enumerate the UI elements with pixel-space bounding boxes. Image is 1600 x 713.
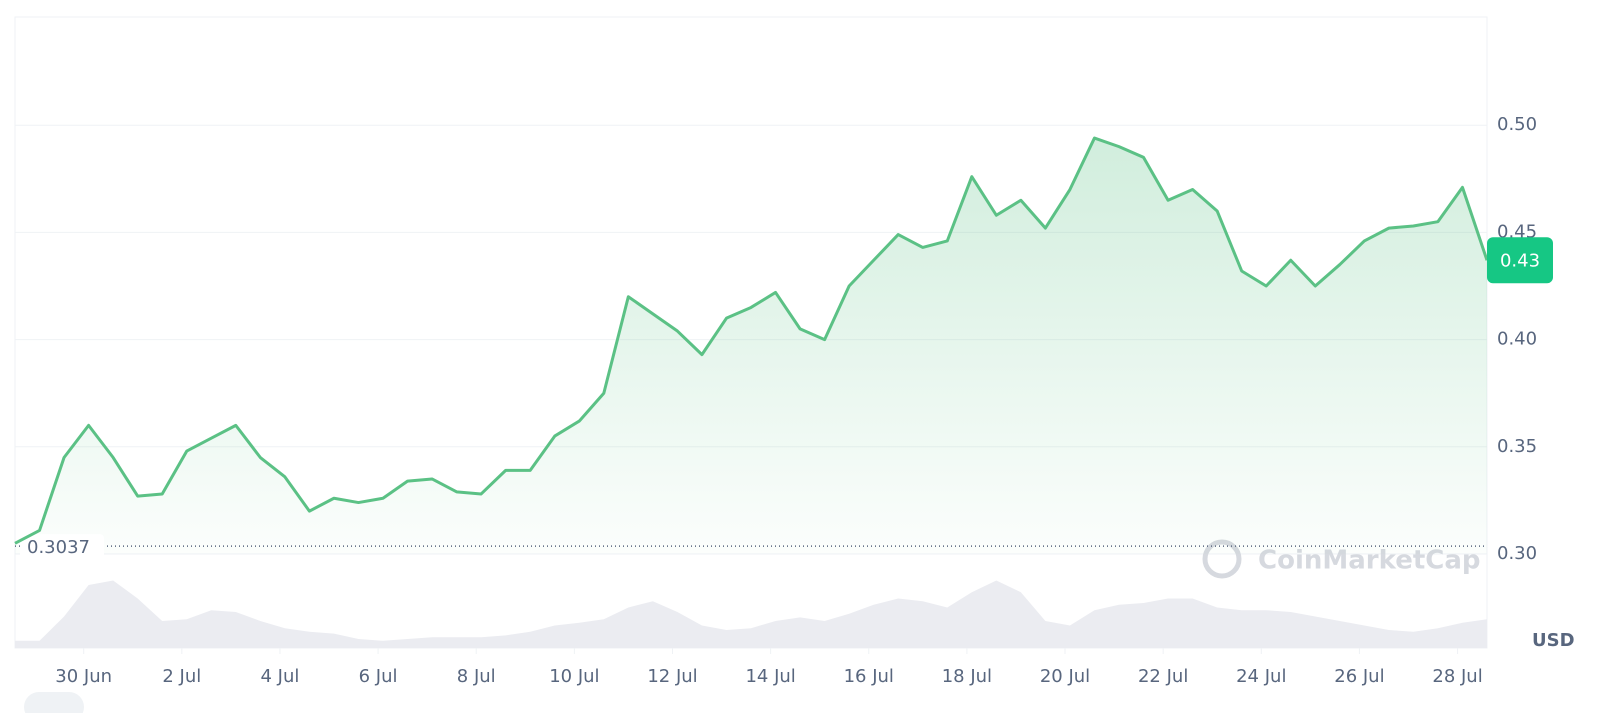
x-tick-label: 4 Jul [261, 666, 300, 687]
current-price-label: 0.43 [1500, 250, 1540, 271]
baseline-label-bg [20, 534, 104, 561]
currency: USD [1532, 630, 1575, 651]
x-tick-label: 6 Jul [359, 666, 398, 687]
x-tick-label: 12 Jul [647, 666, 697, 687]
y-tick-label: 0.30 [1497, 543, 1537, 564]
x-tick-label: 22 Jul [1138, 666, 1188, 687]
x-tick-label: 8 Jul [457, 666, 496, 687]
x-tick-label: 14 Jul [745, 666, 795, 687]
x-tick-label: 28 Jul [1432, 666, 1482, 687]
x-tick-label: 26 Jul [1334, 666, 1384, 687]
y-tick-label: 0.40 [1497, 329, 1537, 350]
x-tick-label: 10 Jul [549, 666, 599, 687]
x-tick-label: 20 Jul [1040, 666, 1090, 687]
x-tick-label: 18 Jul [942, 666, 992, 687]
x-tick-label: 16 Jul [844, 666, 894, 687]
x-tick-label: 2 Jul [162, 666, 201, 687]
current-price-badge [1487, 237, 1553, 284]
toggle[interactable] [24, 692, 84, 713]
y-tick-label: 0.45 [1497, 221, 1537, 242]
x-tick-label: 30 Jun [55, 666, 112, 687]
y-tick-label: 0.50 [1497, 114, 1537, 135]
price-area [15, 138, 1487, 554]
y-tick-label: 0.35 [1497, 436, 1537, 457]
price-line [14, 136, 1489, 545]
x-tick-label: 24 Jul [1236, 666, 1286, 687]
volume-area [15, 580, 1487, 648]
baseline-label: 0.3037 [27, 537, 90, 558]
